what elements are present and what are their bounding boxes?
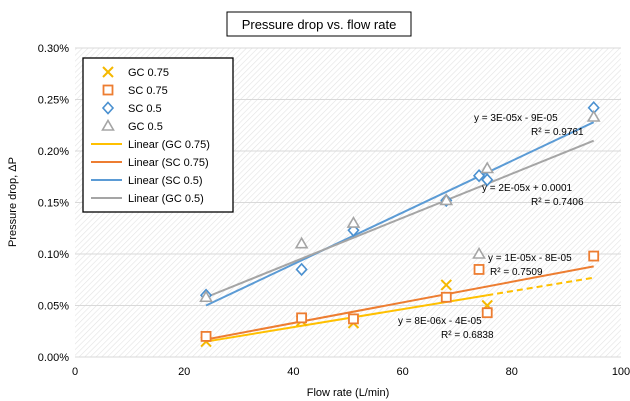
- legend-label: Linear (SC 0.5): [128, 175, 203, 187]
- chart-title-box: [226, 11, 412, 37]
- trendline-linear-gc-0-75-extension: [487, 276, 594, 297]
- data-point-sc-0-75: [481, 307, 493, 319]
- legend-label: GC 0.5: [128, 121, 163, 133]
- y-tick-label: 0.00%: [38, 352, 69, 364]
- trendline-linear-gc-0-5: [205, 139, 595, 299]
- equation-sc075-r2: R² = 0.7509: [490, 267, 543, 278]
- equation-sc05-r2: R² = 0.9761: [531, 127, 584, 138]
- x-tick-label: 100: [612, 366, 630, 378]
- y-axis-ticks: 0.00% 0.05% 0.10% 0.15% 0.20% 0.25% 0.30%: [38, 43, 69, 364]
- chart-title: Pressure drop vs. flow rate: [242, 17, 397, 32]
- legend-item-linear-gc-0-75: Linear (GC 0.75): [91, 139, 210, 151]
- trendline-linear-sc-0-75: [205, 265, 594, 341]
- data-points: [199, 101, 601, 348]
- equation-gc075-line1: y = 8E-06x - 4E-05: [398, 316, 482, 327]
- data-point-gc-0-5: [439, 193, 454, 206]
- data-point-sc-0-5: [481, 173, 494, 187]
- legend-box: [82, 57, 234, 213]
- legend-label: Linear (GC 0.75): [128, 139, 210, 151]
- legend-item-linear-gc-0-5: Linear (GC 0.5): [91, 193, 204, 205]
- y-tick-label: 0.15%: [38, 198, 69, 210]
- legend: GC 0.75 SC 0.75 SC 0.5 GC 0.5 Linear (GC 0.7…: [82, 57, 234, 213]
- equation-gc05-r2: R² = 0.7406: [531, 197, 584, 208]
- y-tick-label: 0.20%: [38, 146, 69, 158]
- legend-item-gc-0-5: GC 0.5: [101, 118, 163, 133]
- equation-sc075-line1: y = 1E-05x - 8E-05: [488, 253, 572, 264]
- y-tick-label: 0.30%: [38, 43, 69, 55]
- x-tick-label: 80: [506, 366, 518, 378]
- data-point-sc-0-75: [473, 264, 485, 275]
- y-axis-label: Pressure drop, ΔP: [7, 157, 19, 247]
- x-tick-label: 60: [396, 366, 408, 378]
- data-point-gc-0-5: [294, 236, 309, 249]
- data-point-sc-0-75: [296, 312, 307, 324]
- data-point-gc-0-5: [199, 290, 213, 303]
- x-tick-label: 40: [287, 366, 299, 378]
- data-point-gc-0-5: [346, 216, 361, 228]
- legend-item-linear-sc-0-5: Linear (SC 0.5): [91, 175, 203, 187]
- legend-item-gc-0-75: GC 0.75: [102, 66, 169, 79]
- legend-swatch-gc-0-75: [102, 66, 114, 78]
- legend-label: Linear (SC 0.75): [128, 157, 209, 169]
- data-point-sc-0-75: [348, 313, 359, 325]
- y-tick-label: 0.10%: [38, 249, 69, 261]
- equation-gc05-line1: y = 2E-05x + 0.0001: [482, 183, 573, 194]
- data-point-sc-0-75: [588, 250, 600, 262]
- x-axis-label: Flow rate (L/min): [307, 387, 390, 399]
- data-point-sc-0-5: [295, 262, 308, 277]
- y-tick-label: 0.25%: [38, 95, 69, 107]
- trendline-linear-sc-0-5: [205, 121, 595, 307]
- x-tick-label: 0: [72, 366, 78, 378]
- data-point-sc-0-75: [440, 291, 452, 303]
- data-point-sc-0-75: [200, 330, 212, 342]
- equation-sc05-line1: y = 3E-05x - 9E-05: [474, 113, 558, 124]
- trendline-linear-gc-0-75: [205, 294, 488, 343]
- equation-labels: y = 3E-05x - 9E-05 R² = 0.9761 y = 2E-05…: [398, 113, 584, 341]
- legend-label: Linear (GC 0.5): [128, 193, 204, 205]
- legend-item-linear-sc-0-75: Linear (SC 0.75): [91, 157, 209, 169]
- data-point-gc-0-5: [586, 109, 601, 122]
- data-point-gc-0-5: [480, 161, 495, 174]
- y-tick-label: 0.05%: [38, 301, 69, 313]
- legend-item-sc-0-5: SC 0.5: [101, 101, 162, 115]
- legend-swatch-sc-0-5: [101, 101, 115, 115]
- legend-swatch-sc-0-75: [102, 84, 114, 96]
- legend-item-sc-0-75: SC 0.75: [102, 84, 168, 97]
- data-point-gc-0-75: [440, 279, 452, 291]
- legend-swatch-gc-0-5: [101, 118, 115, 131]
- equation-gc075-r2: R² = 0.6838: [441, 330, 494, 341]
- legend-label: SC 0.75: [128, 85, 168, 97]
- legend-label: GC 0.75: [128, 67, 169, 79]
- x-axis-ticks: 0 20 40 60 80 100: [72, 366, 630, 378]
- legend-label: SC 0.5: [128, 103, 162, 115]
- trendlines: [205, 121, 595, 343]
- x-tick-label: 20: [178, 366, 190, 378]
- data-point-gc-0-5: [472, 246, 486, 259]
